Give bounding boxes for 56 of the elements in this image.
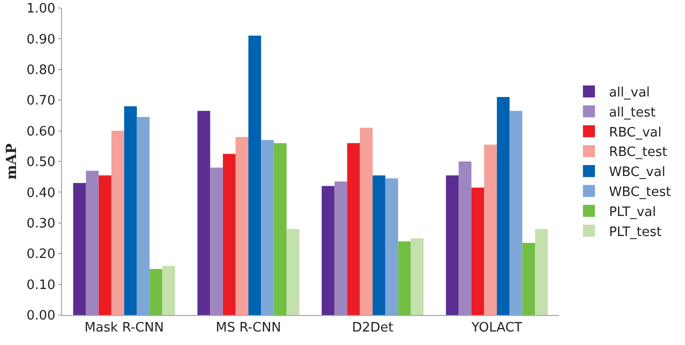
- bar: [111, 130, 124, 315]
- y-tick-label: 0.10: [26, 278, 56, 293]
- bar: [210, 168, 223, 315]
- bar: [410, 238, 424, 315]
- legend-label: RBC_test: [608, 145, 668, 160]
- y-tick-label: 0.60: [26, 124, 56, 140]
- bar: [261, 140, 274, 315]
- x-tick-label: YOLACT: [470, 320, 522, 336]
- bar: [471, 188, 484, 315]
- bar: [385, 178, 398, 315]
- y-tick-label: 0.50: [26, 155, 56, 170]
- bar: [398, 241, 411, 315]
- bar: [248, 36, 262, 315]
- legend-label: all_test: [608, 105, 656, 120]
- bar: [136, 116, 150, 315]
- bar: [274, 143, 287, 315]
- y-axis-title: mAP: [4, 142, 20, 180]
- legend-label: WBC_test: [608, 185, 672, 200]
- legend-label: PLT_test: [608, 224, 662, 240]
- legend-label: all_val: [608, 86, 650, 101]
- bar: [484, 144, 497, 315]
- y-tick-label: 0.80: [26, 62, 56, 78]
- legend-label: PLT_val: [608, 204, 656, 220]
- legend-label: RBC_val: [608, 125, 662, 140]
- bar: [347, 143, 360, 315]
- y-tick-label: 1.00: [26, 2, 56, 17]
- bar: [360, 128, 373, 315]
- legend-label: WBC_val: [608, 165, 666, 180]
- x-tick-label: D2Det: [352, 320, 394, 336]
- bar: [236, 136, 248, 315]
- bar: [322, 186, 334, 315]
- x-tick-label: Mask R-CNN: [84, 320, 164, 336]
- bar: [446, 175, 459, 315]
- bar: [510, 110, 522, 315]
- bar: [522, 242, 536, 315]
- bar: [372, 175, 386, 315]
- bar: [124, 106, 137, 315]
- bar: [458, 162, 472, 315]
- bar: [496, 97, 510, 315]
- bar: [73, 182, 86, 315]
- bar: [222, 154, 236, 315]
- x-tick-label: MS R-CNN: [216, 320, 282, 336]
- y-tick-label: 0.30: [26, 216, 56, 232]
- y-tick-label: 0.70: [26, 94, 56, 109]
- bar: [150, 268, 162, 315]
- bar: [535, 229, 548, 315]
- bar: [334, 181, 348, 315]
- bar: [98, 175, 112, 315]
- y-tick-label: 0.00: [26, 308, 56, 324]
- y-tick-label: 0.40: [26, 186, 56, 201]
- y-tick-label: 0.20: [26, 247, 56, 262]
- y-tick-label: 0.90: [26, 32, 56, 48]
- bar: [86, 170, 99, 315]
- bar: [197, 110, 210, 315]
- bar: [286, 229, 300, 315]
- bar: [162, 266, 176, 315]
